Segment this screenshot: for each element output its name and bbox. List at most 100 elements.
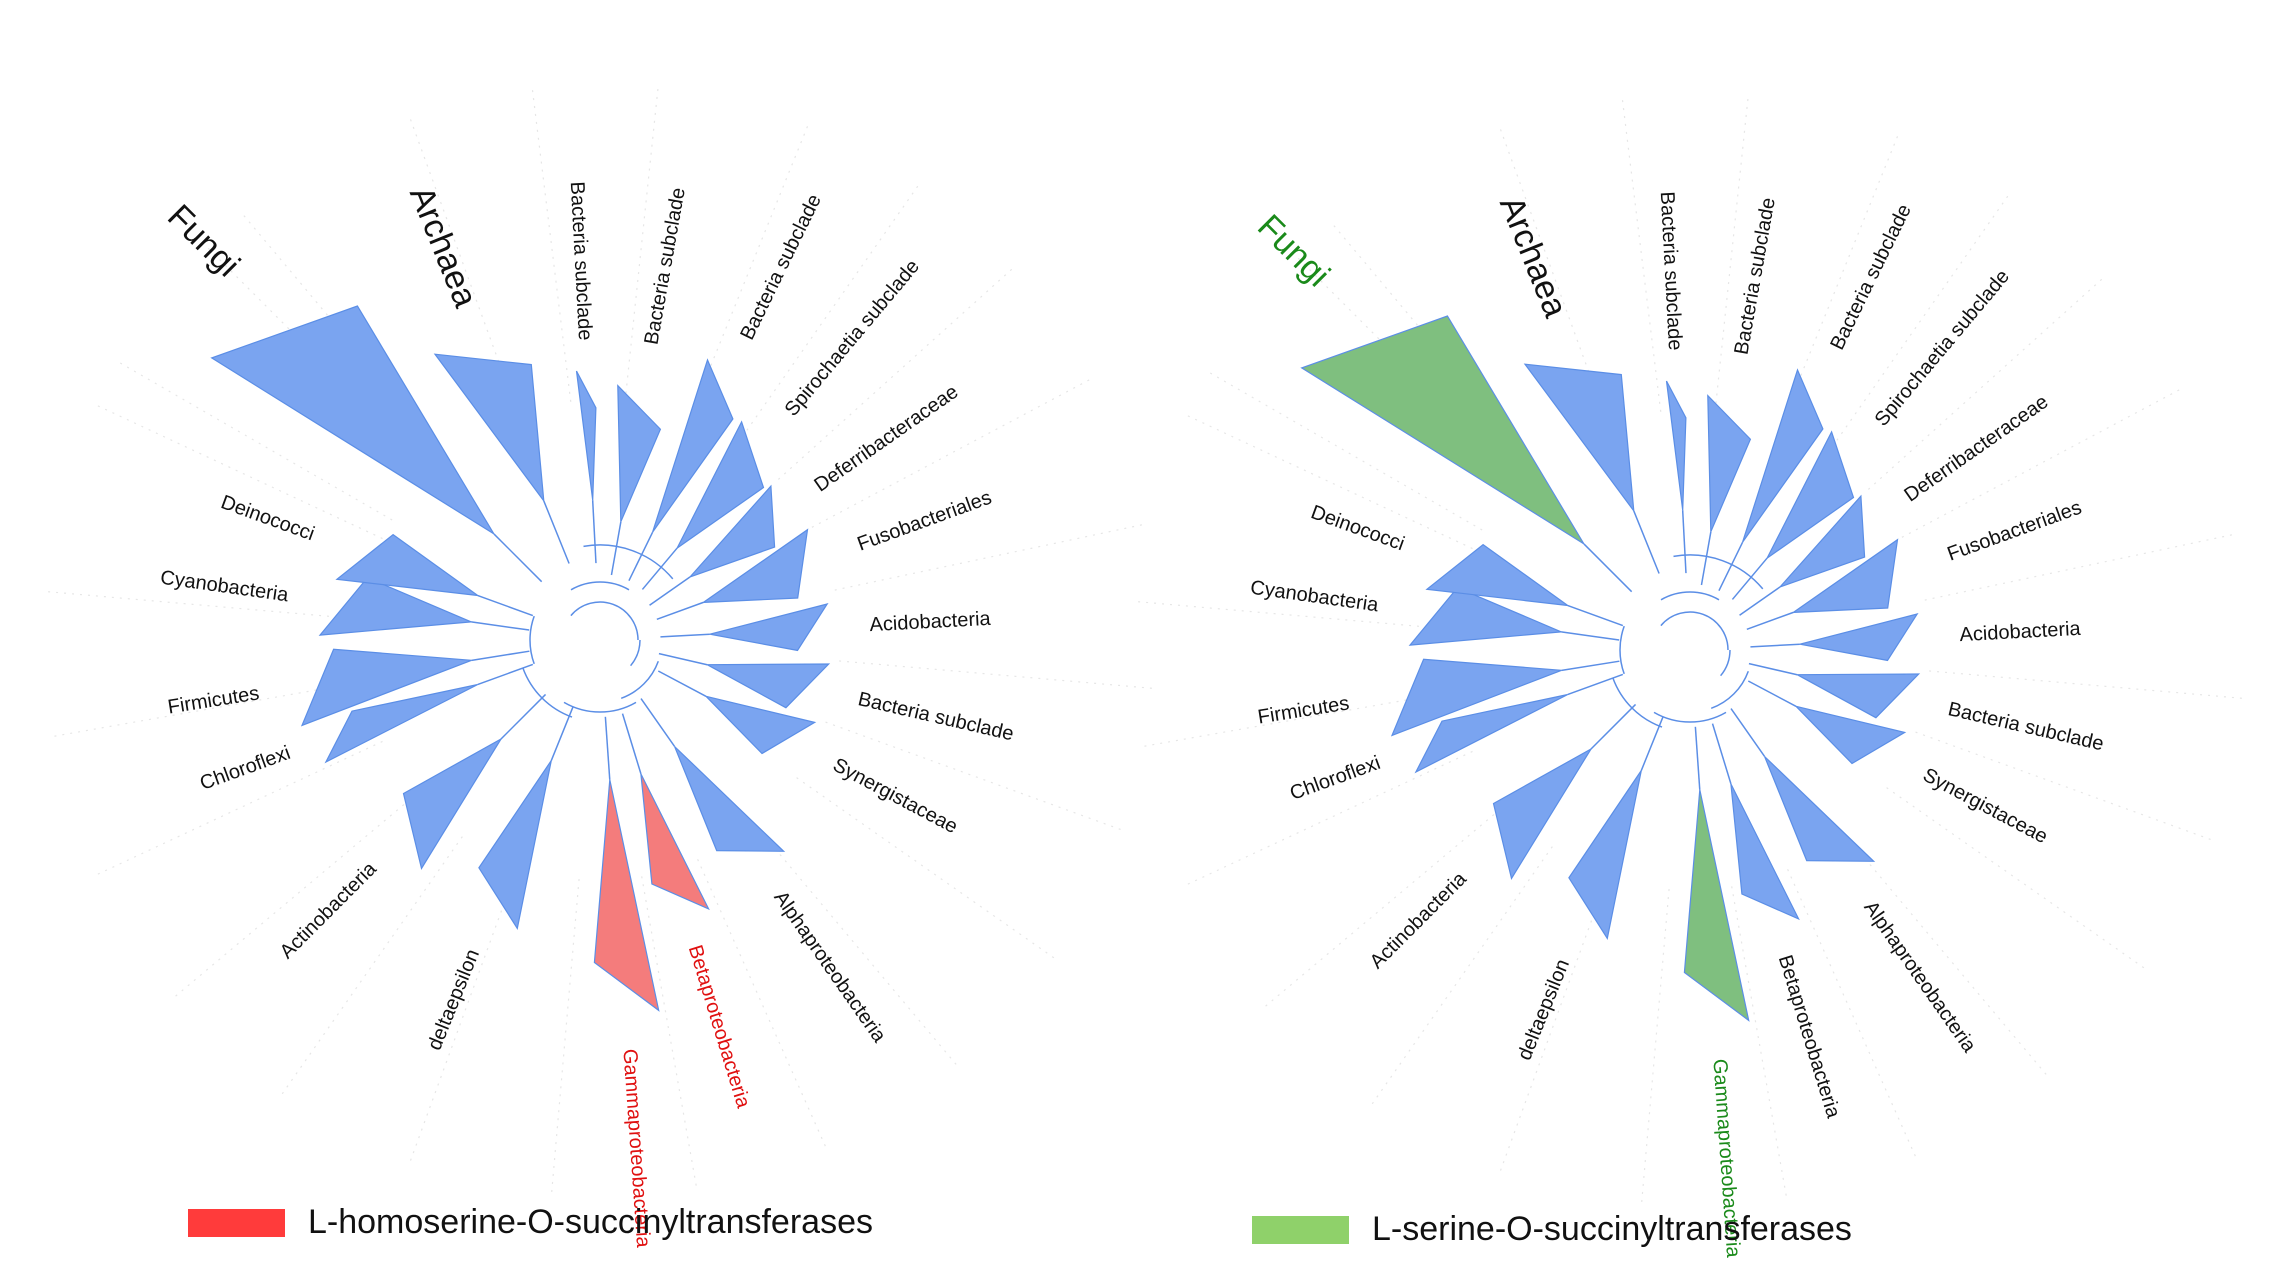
clade-wedge xyxy=(676,420,765,549)
gridline xyxy=(1843,833,2051,1080)
clade-stem xyxy=(471,650,530,662)
clade-label: Alphaproteobacteria xyxy=(1859,897,1980,1057)
clade-stem xyxy=(500,693,547,740)
clade-label: Fusobacteriales xyxy=(854,487,994,556)
legend-swatch-right xyxy=(1252,1215,1349,1244)
branch-arc xyxy=(1710,670,1750,710)
clade-label: Bacteria subclade xyxy=(1731,196,1780,356)
clade-stem xyxy=(1746,611,1794,631)
gridline xyxy=(1640,889,1670,1208)
clade-wedge xyxy=(1791,538,1899,614)
clade-stem xyxy=(656,601,704,621)
clade-wedge xyxy=(1794,705,1907,765)
gridline xyxy=(92,402,383,540)
clade-wedge xyxy=(1414,693,1569,774)
clade-label: Bacteria subclade xyxy=(641,186,690,346)
gridline xyxy=(170,793,417,1001)
branch-arc xyxy=(1660,611,1729,651)
gridline xyxy=(834,522,1148,591)
clade-label: Firmicutes xyxy=(166,682,261,718)
clade-wedge xyxy=(1300,315,1585,545)
clade-wedge xyxy=(478,760,552,930)
gridline xyxy=(1915,731,2217,843)
clade-stem xyxy=(1711,723,1732,785)
clade-wedge xyxy=(1799,613,1919,662)
clade-label: Betaproteobacteria xyxy=(1774,953,1845,1122)
gridline xyxy=(48,681,364,738)
branch-arc xyxy=(1653,711,1727,723)
clade-wedge xyxy=(617,384,662,523)
gridline xyxy=(1929,670,2248,700)
clade-stem xyxy=(1640,716,1664,771)
clade-label: Fusobacteriales xyxy=(1944,497,2084,566)
clade-stem xyxy=(649,576,691,606)
clade-label: Actinobacteria xyxy=(276,857,382,963)
clade-wedge xyxy=(1568,770,1642,940)
clade-label: Cyanobacteria xyxy=(1249,577,1381,617)
clade-wedge xyxy=(1730,783,1800,921)
branch-arc xyxy=(570,601,639,641)
clade-stem xyxy=(1730,708,1766,757)
gridline xyxy=(1497,123,1609,425)
clade-stem xyxy=(543,500,570,564)
branch-arc xyxy=(583,544,674,580)
clade-stem xyxy=(1731,557,1768,600)
gridline xyxy=(1260,803,1507,1011)
branch-arc xyxy=(563,701,637,713)
clade-wedge xyxy=(701,528,809,604)
clade-stem xyxy=(1583,543,1633,593)
clade-label: Synergistaceae xyxy=(829,754,961,838)
clade-wedge xyxy=(1683,789,1750,1022)
clade-stem xyxy=(1561,660,1620,672)
clade-stem xyxy=(1718,541,1744,592)
clade-wedge xyxy=(689,484,776,578)
gridline xyxy=(1924,532,2238,601)
gridline xyxy=(1886,787,2150,972)
gridline xyxy=(777,264,1017,480)
clade-stem xyxy=(591,500,597,564)
gridline xyxy=(407,865,519,1167)
gridline xyxy=(1867,274,2107,490)
clade-label: Spirochaetia subclade xyxy=(1871,266,2014,431)
gridline xyxy=(531,84,572,402)
clade-stem xyxy=(641,547,678,590)
clade-wedge xyxy=(652,358,734,533)
clade-stem xyxy=(1748,662,1798,676)
clade-label: Bacteria subclade xyxy=(566,181,596,341)
clade-label: Chloroflexi xyxy=(1287,752,1383,805)
clade-label: Acidobacteria xyxy=(869,608,992,636)
clade-label: Bacteria subclade xyxy=(736,191,825,344)
gridline xyxy=(839,660,1158,690)
clade-label: Actinobacteria xyxy=(1366,867,1472,973)
gridline xyxy=(825,721,1127,833)
clade-stem xyxy=(1590,703,1637,750)
legend-label-right: L-serine-O-succinyltransferases xyxy=(1372,1210,1852,1248)
gridline xyxy=(1182,750,1473,888)
clade-wedge xyxy=(335,533,481,597)
clade-label: Deferribacteraceae xyxy=(810,381,962,497)
gridline xyxy=(1714,93,1750,412)
clade-label: deltaepsilon xyxy=(424,946,484,1053)
clade-label: Fungi xyxy=(1250,207,1337,294)
clade-wedge xyxy=(1390,658,1562,737)
clade-label: Alphaproteobacteria xyxy=(769,887,890,1047)
clade-stem xyxy=(658,652,708,666)
clade-stem xyxy=(657,670,707,697)
clade-label: Chloroflexi xyxy=(197,742,293,795)
clade-label: Deinococci xyxy=(218,491,317,545)
clade-wedge xyxy=(300,648,472,727)
clade-wedge xyxy=(1408,586,1562,646)
clade-stem xyxy=(477,594,534,617)
clade-label: Bacteria subclade xyxy=(1946,698,2106,755)
clade-label: Cyanobacteria xyxy=(159,567,291,607)
clade-stem xyxy=(1739,586,1781,616)
clade-label: Firmicutes xyxy=(1256,692,1351,728)
branch-arc xyxy=(630,639,641,667)
legend-swatch-left xyxy=(188,1208,285,1237)
clade-wedge xyxy=(1764,756,1876,862)
clade-stem xyxy=(1567,673,1624,696)
gridline xyxy=(641,876,698,1192)
tree-branches xyxy=(1612,554,1764,728)
clade-label: Archaea xyxy=(402,181,485,313)
